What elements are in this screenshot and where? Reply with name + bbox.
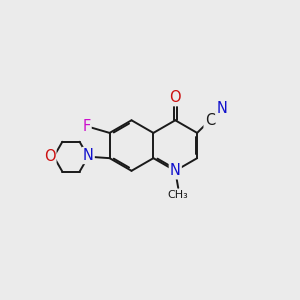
Text: N: N (216, 101, 227, 116)
Text: C: C (205, 113, 215, 128)
Text: O: O (169, 90, 181, 105)
Text: O: O (44, 149, 56, 164)
Text: N: N (170, 163, 181, 178)
Text: N: N (83, 148, 94, 163)
Text: CH₃: CH₃ (168, 190, 189, 200)
Text: F: F (82, 119, 91, 134)
